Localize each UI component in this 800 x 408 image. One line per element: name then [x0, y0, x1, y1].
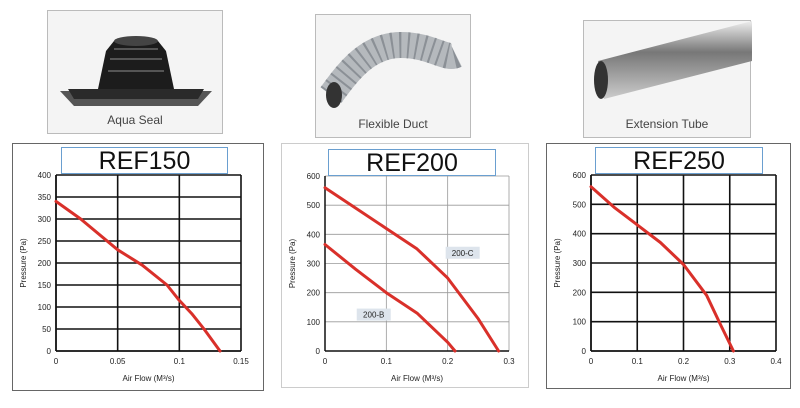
product-caption: Flexible Duct	[358, 117, 428, 131]
series-label-bg	[445, 246, 480, 259]
y-tick-label: 100	[573, 318, 587, 327]
x-tick-label: 0.2	[442, 357, 454, 366]
y-tick-label: 300	[573, 259, 587, 268]
x-axis-label: Air Flow (M³/s)	[123, 374, 175, 383]
x-axis-label: Air Flow (M³/s)	[658, 374, 710, 383]
chart-title: REF150	[61, 147, 228, 174]
chart-plot: 0 100 200 300 400 500 600 0 0.1 0.2 0.3 Air Flow (M…	[288, 172, 515, 383]
chart-plot: 0 100 200 300 400 500 600 0 0.1 0.2 0.3 0.4 Air Flow…	[553, 171, 782, 383]
x-tick-label: 0.3	[503, 357, 515, 366]
y-tick-label: 600	[573, 171, 587, 180]
curve-ref150	[54, 199, 222, 353]
y-tick-label: 400	[307, 230, 321, 239]
x-tick-label: 0.3	[724, 357, 736, 366]
x-tick-label: 0.2	[678, 357, 690, 366]
y-tick-label: 150	[38, 281, 52, 290]
y-tick-label: 500	[573, 200, 587, 209]
curve-ref250	[589, 185, 735, 353]
y-tick-label: 0	[582, 347, 587, 356]
y-tick-label: 50	[42, 325, 51, 334]
chart-ref200: 0 100 200 300 400 500 600 0 0.1 0.2 0.3 Air Flow (M…	[281, 143, 529, 388]
chart-title: REF200	[328, 149, 496, 176]
product-flexible-duct: Flexible Duct	[315, 14, 471, 138]
roof-flashing-seal-icon	[60, 36, 212, 106]
x-tick-label: 0.1	[632, 357, 644, 366]
y-tick-label: 600	[307, 172, 321, 181]
y-axis-label: Pressure (Pa)	[288, 238, 297, 288]
extension-tube-icon	[594, 21, 752, 99]
x-tick-label: 0	[323, 357, 328, 366]
series-label: 200-C	[452, 249, 474, 258]
chart-ref250: 0 100 200 300 400 500 600 0 0.1 0.2 0.3 0.4 Air Flow…	[546, 143, 791, 389]
product-aqua-seal: Aqua Seal	[47, 10, 223, 134]
y-tick-label: 250	[38, 237, 52, 246]
curve-200-c	[323, 186, 501, 353]
y-axis-label: Pressure (Pa)	[553, 238, 562, 288]
x-tick-label: 0	[54, 357, 59, 366]
x-axis-label: Air Flow (M³/s)	[391, 374, 443, 383]
series-label-bg	[356, 308, 391, 321]
x-tick-label: 0.05	[110, 357, 126, 366]
x-tick-label: 0	[589, 357, 594, 366]
y-tick-label: 400	[38, 171, 52, 180]
series-label: 200-B	[363, 311, 384, 320]
product-extension-tube: Extension Tube	[583, 20, 752, 138]
y-tick-label: 200	[573, 288, 587, 297]
y-tick-label: 0	[316, 347, 321, 356]
y-axis-label: Pressure (Pa)	[19, 238, 28, 288]
y-tick-label: 200	[38, 259, 52, 268]
y-tick-label: 100	[38, 303, 52, 312]
y-tick-label: 350	[38, 193, 52, 202]
chart-title: REF250	[595, 147, 763, 174]
y-tick-label: 300	[38, 215, 52, 224]
curve-200-b	[323, 243, 457, 353]
y-tick-label: 0	[47, 347, 52, 356]
x-tick-label: 0.1	[381, 357, 393, 366]
flexible-duct-icon	[320, 31, 462, 108]
chart-plot: 0 50 100 150 200 250 300 350 400 0 0.05 0.1 0.15 Air …	[19, 171, 249, 383]
x-tick-label: 0.15	[233, 357, 249, 366]
x-tick-label: 0.4	[770, 357, 782, 366]
y-tick-label: 500	[307, 201, 321, 210]
x-tick-label: 0.1	[174, 357, 186, 366]
y-tick-label: 100	[307, 318, 321, 327]
y-tick-label: 300	[307, 260, 321, 269]
y-tick-label: 400	[573, 230, 587, 239]
product-caption: Extension Tube	[625, 117, 709, 131]
y-tick-label: 200	[307, 289, 321, 298]
product-caption: Aqua Seal	[107, 113, 163, 127]
chart-ref150: 0 50 100 150 200 250 300 350 400 0 0.05 0.1 0.15 Air …	[12, 143, 264, 391]
